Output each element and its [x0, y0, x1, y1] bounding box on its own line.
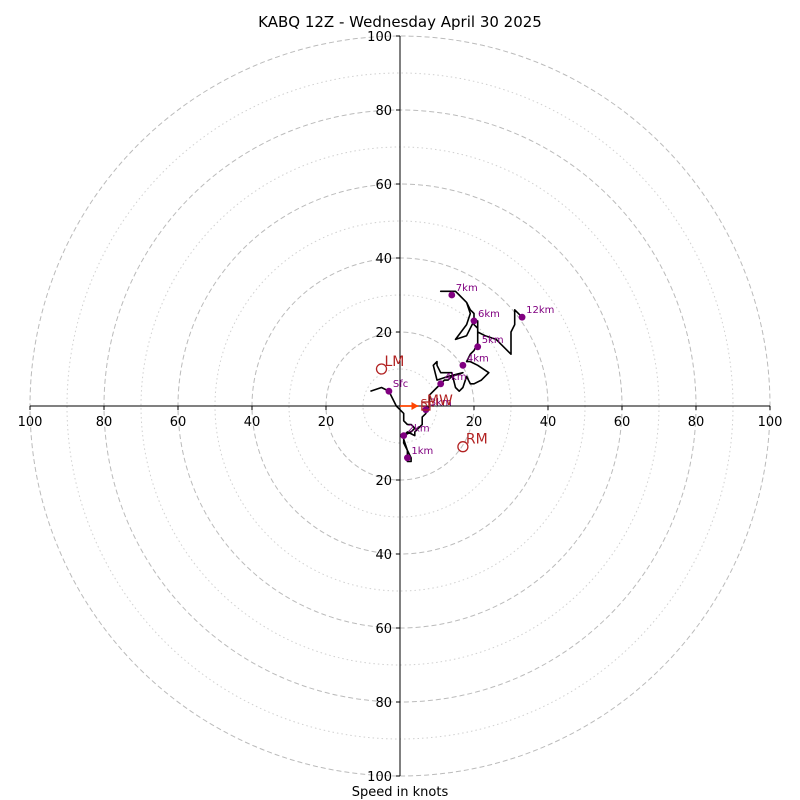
x-tick-label: 40	[540, 415, 557, 430]
height-label: 3km	[430, 398, 452, 409]
x-tick-label: 60	[170, 415, 187, 430]
x-tick-label: 80	[96, 415, 113, 430]
y-tick-label: 40	[375, 252, 392, 267]
height-label: 5km	[482, 335, 504, 346]
y-tick-label: 80	[375, 104, 392, 119]
shear-label: Sh	[421, 397, 435, 410]
height-label: 2km	[408, 424, 430, 435]
height-marker	[437, 380, 445, 388]
axis-tick-labels: 100 100 80 80 60 60 40 40 20 20 20 20 40 40 60 60 80 80 10…	[18, 30, 783, 785]
y-tick-label: 20	[375, 326, 392, 341]
height-label: 6km	[478, 309, 500, 320]
wind-trace-line	[370, 290, 523, 463]
height-marker	[518, 313, 526, 321]
height-label: 7km	[456, 283, 478, 294]
height-marker	[459, 361, 467, 369]
y-tick-label: 20	[375, 474, 392, 489]
x-tick-label: 20	[466, 415, 483, 430]
hodograph-trace	[370, 290, 523, 463]
y-tick-label: 40	[375, 548, 392, 563]
x-tick-label: 100	[758, 415, 783, 430]
y-tick-label: 80	[375, 696, 392, 711]
height-label: Sfc	[393, 379, 408, 390]
height-marker	[474, 343, 482, 351]
y-tick-label: 100	[367, 770, 392, 785]
chart-title: KABQ 12Z - Wednesday April 30 2025	[258, 13, 542, 31]
storm-motion-marker	[421, 401, 431, 411]
x-tick-label: 20	[318, 415, 335, 430]
storm-motion-label: LM	[385, 354, 405, 370]
y-tick-label: 100	[367, 30, 392, 45]
x-tick-label: 80	[688, 415, 705, 430]
height-marker	[385, 387, 393, 395]
height-label: 1km	[411, 446, 433, 457]
height-marker	[470, 317, 478, 325]
x-tick-label: 60	[614, 415, 631, 430]
x-tick-label: 100	[18, 415, 43, 430]
height-label: 4km	[445, 372, 467, 383]
storm-motion-marker	[457, 441, 469, 453]
y-tick-label: 60	[375, 622, 392, 637]
storm-motion-marker	[375, 363, 388, 375]
height-marker	[400, 432, 408, 439]
height-label: 4km	[467, 353, 489, 364]
shear-arrow-head	[411, 402, 419, 410]
storm-motion-label: MW	[427, 393, 453, 409]
shear-vector: Sh	[400, 397, 434, 410]
y-tick-label: 60	[375, 178, 392, 193]
height-marker	[404, 454, 411, 462]
storm-motion-markers: LM RM MW	[375, 354, 488, 453]
height-marker	[448, 291, 456, 299]
storm-motion-label: RM	[466, 432, 488, 448]
height-label: 12km	[526, 305, 554, 316]
x-tick-label: 40	[244, 415, 261, 430]
x-axis-label: Speed in knots	[352, 785, 449, 800]
